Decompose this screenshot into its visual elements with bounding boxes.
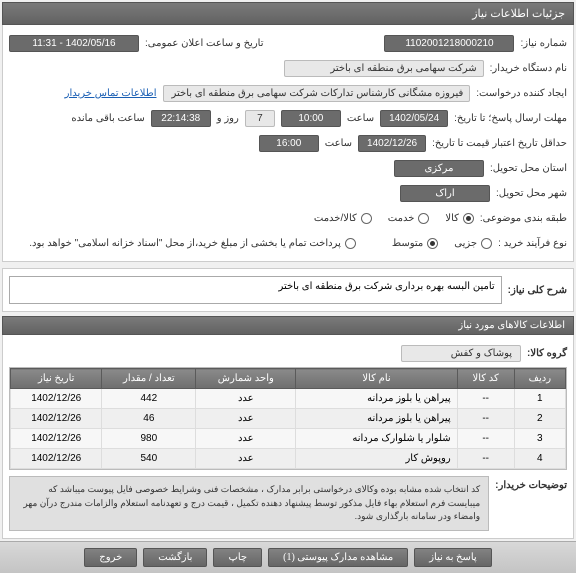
deadline-time: 10:00	[281, 110, 341, 127]
deadline-label: مهلت ارسال پاسخ؛ تا تاریخ:	[454, 113, 567, 124]
announce-label: تاریخ و ساعت اعلان عمومی:	[145, 38, 264, 49]
buyer-label: نام دستگاه خریدار:	[490, 63, 567, 74]
cell-date: 1402/12/26	[11, 449, 102, 469]
cell-n: 1	[514, 389, 565, 409]
desc-label: شرح کلی نیاز:	[508, 285, 567, 296]
city-label: شهر محل تحویل:	[496, 188, 567, 199]
buyer-note: کد انتخاب شده مشابه بوده وکالای درخواستی…	[9, 476, 489, 531]
cell-name: شلوار یا شلوارک مردانه	[296, 429, 457, 449]
cell-code: --	[457, 389, 514, 409]
table-row[interactable]: 4--روپوش کارعدد5401402/12/26	[11, 449, 566, 469]
th-date: تاریخ نیاز	[11, 369, 102, 389]
deadline-date: 1402/05/24	[380, 110, 448, 127]
time-label-2: ساعت	[325, 138, 352, 149]
need-number-label: شماره نیاز:	[520, 38, 567, 49]
cell-date: 1402/12/26	[11, 429, 102, 449]
city-value: اراک	[400, 185, 490, 202]
group-value: پوشاک و کفش	[401, 345, 521, 362]
cell-unit: عدد	[196, 449, 296, 469]
cell-date: 1402/12/26	[11, 409, 102, 429]
cell-n: 2	[514, 409, 565, 429]
th-row: ردیف	[514, 369, 565, 389]
th-unit: واحد شمارش	[196, 369, 296, 389]
th-name: نام کالا	[296, 369, 457, 389]
radio-medium-label: متوسط	[392, 238, 423, 249]
cell-code: --	[457, 449, 514, 469]
items-header: اطلاعات کالاهای مورد نیاز	[2, 316, 574, 335]
cell-date: 1402/12/26	[11, 389, 102, 409]
radio-service-label: خدمت	[388, 213, 415, 224]
radio-small-label: جزیی	[454, 238, 477, 249]
radio-small[interactable]	[481, 238, 492, 249]
days-count: 7	[245, 110, 275, 127]
validity-time: 16:00	[259, 135, 319, 152]
panel-title: جزئیات اطلاعات نیاز	[2, 2, 574, 25]
remaining-label: ساعت باقی مانده	[71, 113, 144, 124]
cell-name: روپوش کار	[296, 449, 457, 469]
buyer-value: شرکت سهامی برق منطقه ای باختر	[284, 60, 484, 77]
time-label-1: ساعت	[347, 113, 374, 124]
payment-note: پرداخت تمام یا بخشی از مبلغ خرید،از محل …	[29, 238, 341, 249]
print-button[interactable]: چاپ	[213, 548, 262, 567]
validity-label: حداقل تاریخ اعتبار قیمت تا تاریخ:	[432, 138, 567, 149]
cell-n: 4	[514, 449, 565, 469]
validity-date: 1402/12/26	[358, 135, 426, 152]
announce-value: 1402/05/16 - 11:31	[9, 35, 139, 52]
contact-link[interactable]: اطلاعات تماس خریدار	[65, 88, 157, 99]
attachments-button[interactable]: مشاهده مدارک پیوستی (1)	[268, 548, 408, 567]
table-row[interactable]: 2--پیراهن یا بلوز مردانهعدد461402/12/26	[11, 409, 566, 429]
radio-both-label: کالا/خدمت	[314, 213, 357, 224]
cell-unit: عدد	[196, 409, 296, 429]
cell-name: پیراهن یا بلوز مردانه	[296, 389, 457, 409]
radio-both[interactable]	[361, 213, 372, 224]
cell-qty: 46	[102, 409, 196, 429]
cell-n: 3	[514, 429, 565, 449]
group-label: گروه کالا:	[527, 348, 567, 359]
cell-qty: 442	[102, 389, 196, 409]
respond-button[interactable]: پاسخ به نیاز	[414, 548, 492, 567]
desc-value: تامین البسه بهره برداری شرکت برق منطقه ا…	[9, 276, 502, 304]
note-label: توضیحات خریدار:	[495, 476, 567, 491]
province-label: استان محل تحویل:	[490, 163, 567, 174]
cell-unit: عدد	[196, 389, 296, 409]
radio-medium[interactable]	[427, 238, 438, 249]
category-label: طبقه بندی موضوعی:	[480, 213, 567, 224]
remaining-time: 22:14:38	[151, 110, 211, 127]
back-button[interactable]: بازگشت	[143, 548, 207, 567]
exit-button[interactable]: خروج	[84, 548, 137, 567]
items-table: ردیف کد کالا نام کالا واحد شمارش تعداد /…	[9, 367, 567, 470]
th-qty: تعداد / مقدار	[102, 369, 196, 389]
cell-code: --	[457, 429, 514, 449]
table-row[interactable]: 1--پیراهن یا بلوز مردانهعدد4421402/12/26	[11, 389, 566, 409]
process-label: نوع فرآیند خرید :	[498, 238, 567, 249]
days-label: روز و	[217, 113, 239, 124]
cell-unit: عدد	[196, 429, 296, 449]
radio-service[interactable]	[418, 213, 429, 224]
radio-goods-label: کالا	[445, 213, 459, 224]
th-code: کد کالا	[457, 369, 514, 389]
need-number-value: 1102001218000210	[384, 35, 514, 52]
creator-value: فیروزه مشگانی کارشناس تدارکات شرکت سهامی…	[163, 85, 471, 102]
province-value: مرکزی	[394, 160, 484, 177]
cell-qty: 540	[102, 449, 196, 469]
cell-name: پیراهن یا بلوز مردانه	[296, 409, 457, 429]
cell-qty: 980	[102, 429, 196, 449]
radio-goods[interactable]	[463, 213, 474, 224]
cell-code: --	[457, 409, 514, 429]
creator-label: ایجاد کننده درخواست:	[476, 88, 567, 99]
table-row[interactable]: 3--شلوار یا شلوارک مردانهعدد9801402/12/2…	[11, 429, 566, 449]
radio-payment[interactable]	[345, 238, 356, 249]
